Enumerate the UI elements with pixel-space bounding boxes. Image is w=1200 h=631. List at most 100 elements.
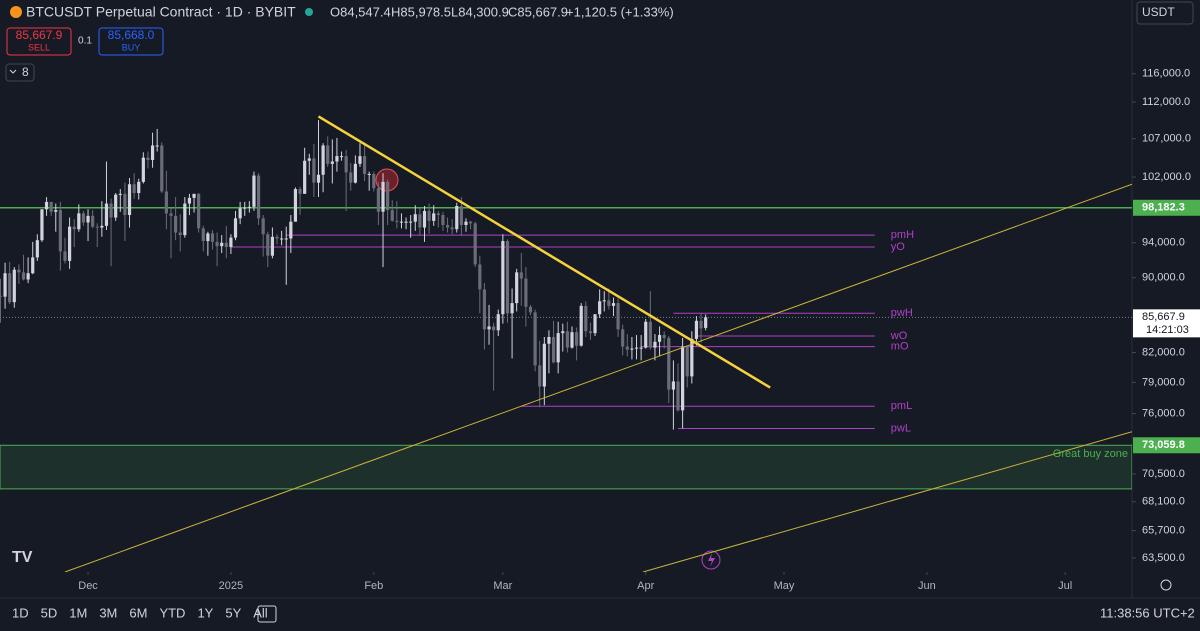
candle-body — [243, 207, 247, 209]
countdown: 14:21:03 — [1146, 324, 1189, 336]
currency-button[interactable] — [1136, 1, 1194, 25]
candle-body — [298, 189, 302, 194]
sell-label[interactable]: SELL — [28, 42, 50, 52]
candle-body — [464, 221, 468, 226]
y-tick-label: 116,000.0 — [1142, 68, 1190, 80]
level-label: pmL — [891, 400, 912, 412]
candle-body — [26, 273, 30, 280]
candle-body — [487, 326, 491, 330]
high: H85,978.5 — [391, 4, 451, 19]
candle-body — [468, 221, 473, 224]
trendline — [317, 115, 771, 389]
candle-body — [538, 365, 542, 387]
y-tick-label: 102,000.0 — [1142, 171, 1191, 183]
indicator-toggle[interactable] — [5, 63, 35, 82]
candle-body — [510, 303, 514, 314]
buy-label[interactable]: BUY — [122, 42, 141, 52]
range-button[interactable]: All — [253, 605, 268, 620]
last-price-tag — [1133, 309, 1200, 338]
zone-label: Great buy zone — [1053, 448, 1128, 460]
candle-body — [598, 301, 602, 315]
candle-body — [478, 264, 482, 290]
candle-body — [118, 193, 122, 195]
range-button[interactable]: 3M — [99, 605, 117, 620]
candle-body — [505, 241, 510, 314]
candle-body — [104, 203, 109, 226]
candle-body — [339, 156, 344, 158]
y-tick-label: 79,000.0 — [1142, 376, 1185, 388]
candle-body — [496, 314, 500, 331]
close: C85,667.9 — [508, 4, 568, 19]
range-button[interactable]: 6M — [129, 605, 147, 620]
candle-body — [542, 343, 546, 387]
candle-body — [81, 213, 86, 223]
candle-body — [671, 381, 675, 390]
candle-body — [17, 269, 21, 273]
level-label: mO — [891, 341, 909, 353]
candle-body — [634, 347, 639, 349]
candle-body — [270, 236, 274, 256]
range-button[interactable]: 1Y — [197, 605, 213, 620]
candle-body — [409, 221, 413, 223]
candle-body — [699, 320, 703, 329]
level-label: wO — [890, 330, 908, 342]
candle-body — [192, 193, 196, 198]
candle-body — [169, 213, 173, 216]
candle-body — [261, 218, 265, 235]
currency[interactable]: USDT — [1142, 5, 1175, 19]
candle-body — [657, 335, 662, 342]
candle-body — [95, 226, 99, 228]
candle-body — [676, 381, 680, 411]
candle-body — [459, 206, 463, 226]
candle-body — [210, 233, 215, 242]
candle-body — [528, 306, 533, 313]
settings-icon[interactable] — [1160, 579, 1172, 591]
candle-body — [35, 240, 39, 258]
buy-zone — [0, 444, 1132, 490]
symbol[interactable]: BTCUSDT Perpetual Contract · 1D · BYBIT — [26, 4, 296, 20]
range-button[interactable]: 1M — [69, 605, 87, 620]
sell-button[interactable] — [6, 27, 72, 56]
indicator-count[interactable]: 8 — [22, 65, 29, 79]
candle-body — [353, 163, 357, 183]
buy-price[interactable]: 85,668.0 — [108, 28, 155, 42]
candle-body — [432, 213, 436, 221]
level-label: pwH — [891, 307, 913, 319]
candle-body — [625, 346, 629, 350]
candle-body — [77, 213, 81, 230]
candle-body — [0, 295, 3, 297]
candle-body — [266, 234, 270, 256]
candle-body — [312, 158, 316, 183]
candle-body — [482, 289, 487, 330]
x-tick-label: Dec — [78, 580, 98, 592]
range-button[interactable]: 5D — [41, 605, 58, 620]
trendline — [64, 183, 1132, 572]
x-tick-label: Mar — [493, 580, 512, 592]
candle-body — [575, 332, 579, 346]
candle-body — [229, 237, 233, 248]
candle-body — [372, 173, 376, 189]
candle-body — [215, 241, 219, 247]
range-button[interactable]: 5Y — [225, 605, 241, 620]
candle-body — [183, 203, 187, 236]
candle-body — [381, 181, 385, 212]
date-range-icon[interactable] — [257, 605, 277, 623]
buy-button[interactable] — [98, 27, 164, 56]
candle-body — [441, 215, 445, 226]
candle-body — [206, 233, 210, 242]
candle-body — [681, 346, 685, 411]
logo: TV — [12, 549, 33, 566]
candle-body — [621, 329, 625, 347]
candle-body — [293, 189, 298, 222]
range-button[interactable]: YTD — [159, 605, 185, 620]
candle-body — [662, 335, 666, 338]
candle-body — [501, 241, 505, 315]
candle-body — [233, 218, 238, 238]
candle-body — [404, 221, 408, 223]
y-tick-label: 70,500.0 — [1142, 468, 1185, 480]
candle-body — [445, 225, 450, 228]
range-button[interactable]: 1D — [12, 605, 29, 620]
level-label: pwL — [891, 422, 911, 434]
sell-price[interactable]: 85,667.9 — [16, 28, 63, 42]
candle-body — [607, 300, 611, 306]
